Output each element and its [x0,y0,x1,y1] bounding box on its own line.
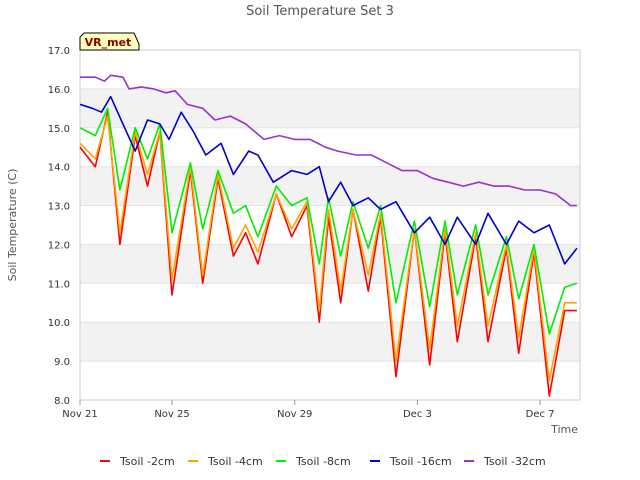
x-axis-ticks: Nov 21 Nov 25 Nov 29 Dec 3 Dec 7 [62,400,555,420]
y-tick-label: 11.0 [48,279,70,290]
y-axis-ticks: 8.0 9.0 10.0 11.0 12.0 13.0 14.0 15.0 16.0 17.0 [48,46,70,407]
legend-label: Tsoil -4cm [207,455,263,468]
annotation-box [79,32,140,51]
series-line-2 [79,107,578,335]
legend-label: Tsoil -32cm [483,455,546,468]
y-tick-label: 9.0 [54,357,70,368]
plot-frame [79,49,581,401]
x-tick-label: Nov 21 [62,409,97,420]
x-axis-label: Time [550,423,578,436]
y-tick-label: 10.0 [48,318,70,329]
y-tick-label: 12.0 [48,240,70,251]
y-tick-label: 8.0 [54,396,70,407]
background-band [80,88,580,128]
y-tick-label: 17.0 [48,46,70,57]
vr-met-annotation: VR_met [79,32,140,51]
x-tick-label: Nov 25 [154,409,189,420]
series-line-3 [79,95,578,265]
background-band [80,244,580,284]
legend-label: Tsoil -2cm [119,455,175,468]
series-line-4 [80,74,577,207]
annotation-text: VR_met [85,36,132,49]
chart-title: Soil Temperature Set 3 [246,4,394,19]
y-tick-label: 13.0 [48,202,70,213]
background-band [80,322,580,362]
x-tick-label: Dec 3 [403,409,432,420]
y-tick-label: 14.0 [48,163,70,174]
legend: Tsoil -2cm Tsoil -4cm Tsoil -8cm Tsoil -16c… [100,455,546,468]
y-tick-label: 16.0 [48,85,70,96]
legend-label: Tsoil -8cm [295,455,351,468]
x-tick-label: Dec 7 [526,409,555,420]
series-line-1 [79,115,577,382]
series-lines [79,74,578,397]
x-tick-label: Nov 29 [277,409,312,420]
y-axis-label: Soil Temperature (C) [6,169,19,282]
legend-label: Tsoil -16cm [389,455,452,468]
y-tick-label: 15.0 [48,124,70,135]
